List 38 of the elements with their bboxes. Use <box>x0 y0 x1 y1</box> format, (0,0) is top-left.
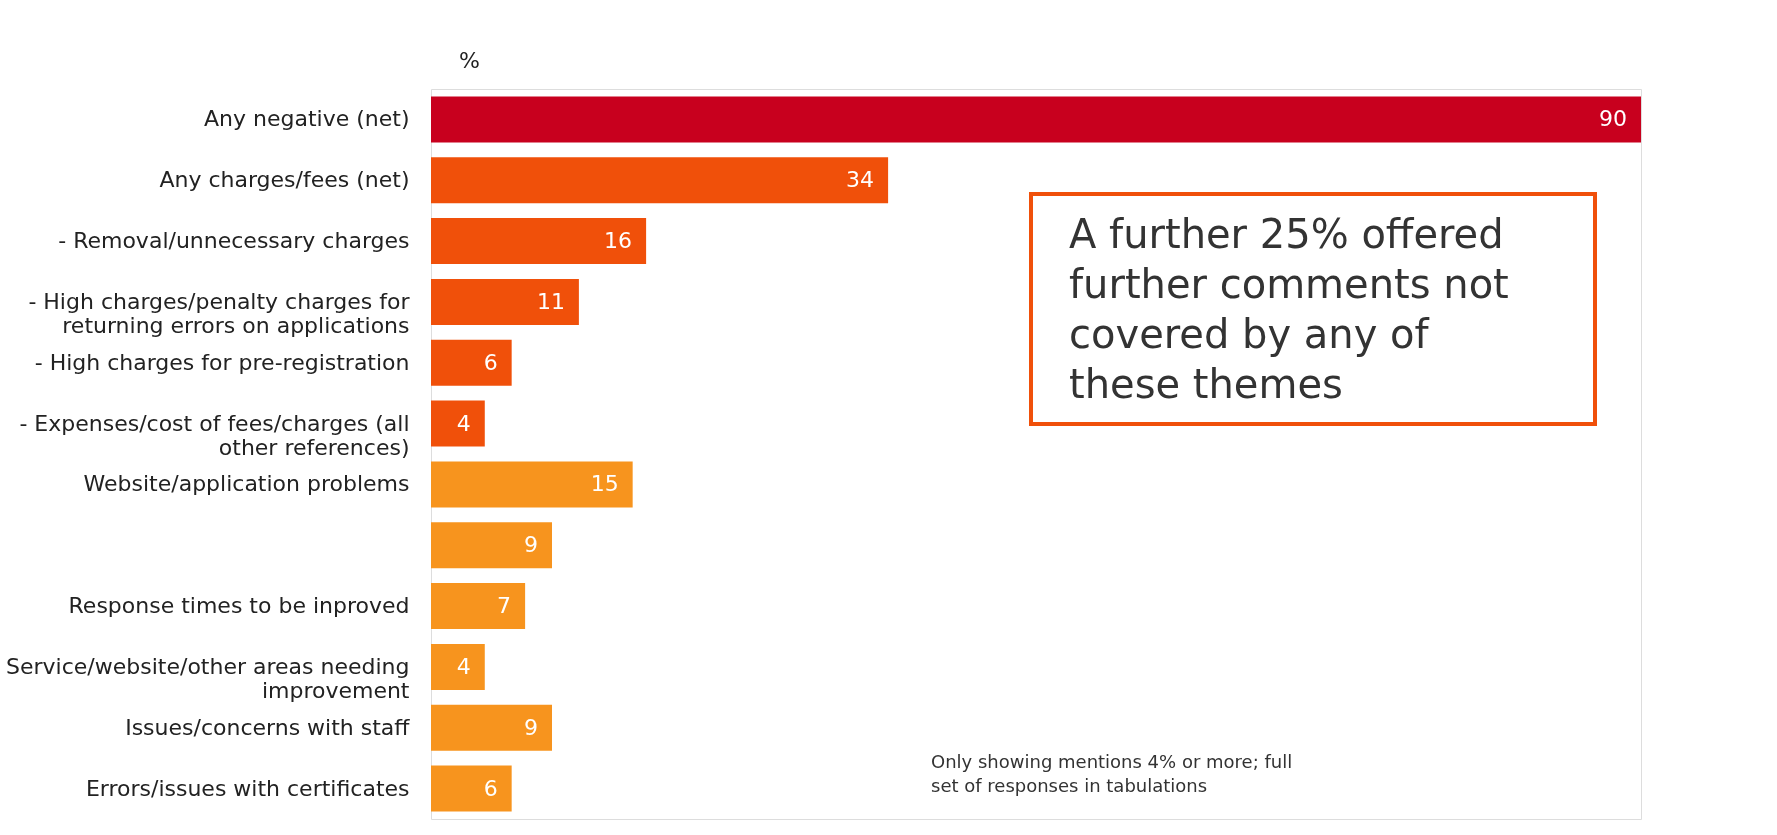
y-tick-label: Any negative (net) <box>204 106 410 132</box>
bar <box>431 583 526 630</box>
data-label: 4 <box>456 653 471 679</box>
data-label: 34 <box>846 167 875 193</box>
data-label: 7 <box>497 593 512 619</box>
data-label: 11 <box>536 288 565 314</box>
bar <box>431 96 1641 143</box>
y-tick-label: Any charges/fees (net) <box>159 167 410 193</box>
data-label: 9 <box>524 532 538 558</box>
data-label: 15 <box>590 471 619 497</box>
x-axis-title: % <box>459 48 480 73</box>
data-label: 16 <box>604 228 633 254</box>
data-label: 90 <box>1599 106 1627 132</box>
annotation: Only showing mentions 4% or more; full set of responses in tabulations <box>931 751 1293 796</box>
data-label: 6 <box>483 349 498 375</box>
bar <box>431 339 512 386</box>
y-tick-label: Service/website/other areas needing improvement <box>6 653 410 703</box>
bar <box>431 522 552 569</box>
bar <box>431 704 552 751</box>
bar <box>431 400 485 447</box>
data-label: 4 <box>456 410 471 436</box>
y-tick-label: - High charges/penalty charges for returning errors on applications <box>28 288 411 338</box>
annotation: A further 25% offered further comments not covered by any of these themes <box>1069 211 1509 407</box>
y-tick-label: Website/application problems <box>83 471 410 497</box>
bar <box>431 643 485 690</box>
y-tick-label: - High charges for pre-registration <box>34 349 410 375</box>
bar <box>431 218 647 265</box>
y-tick-label: Response times to be inproved <box>68 593 410 619</box>
data-label: 6 <box>483 775 498 801</box>
data-label: 9 <box>524 714 538 740</box>
bar <box>431 765 512 812</box>
bar <box>431 278 579 325</box>
bar <box>431 461 633 508</box>
bar <box>431 157 889 204</box>
y-tick-label: Errors/issues with certificates <box>85 775 410 801</box>
y-tick-label: Issues/concerns with staff <box>125 714 411 740</box>
y-tick-label: - Removal/unnecessary charges <box>58 228 410 254</box>
y-tick-label: - Expenses/cost of fees/charges (all other references) <box>19 410 410 460</box>
